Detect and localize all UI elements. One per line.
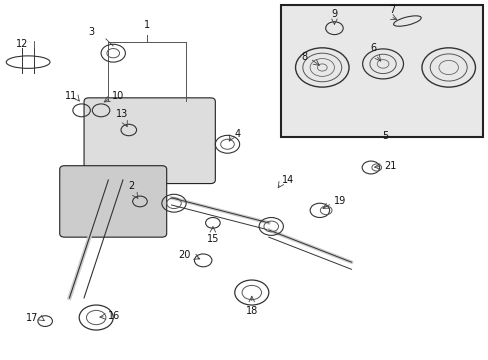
Text: 15: 15 <box>206 234 219 244</box>
Text: 12: 12 <box>16 39 28 49</box>
Text: 19: 19 <box>334 197 346 206</box>
Text: 3: 3 <box>88 27 94 37</box>
FancyBboxPatch shape <box>84 98 215 184</box>
Text: 7: 7 <box>388 5 395 15</box>
Text: 14: 14 <box>282 175 294 185</box>
Text: 1: 1 <box>144 20 150 30</box>
Text: 17: 17 <box>25 312 38 323</box>
Bar <box>281 5 482 137</box>
Text: 4: 4 <box>234 129 241 139</box>
Text: 9: 9 <box>331 9 337 18</box>
Text: 11: 11 <box>64 91 77 101</box>
Text: 16: 16 <box>108 311 121 321</box>
Text: 8: 8 <box>301 53 307 63</box>
Text: 20: 20 <box>178 250 191 260</box>
Text: 5: 5 <box>382 131 388 141</box>
Text: 10: 10 <box>112 91 124 101</box>
Text: 6: 6 <box>369 43 376 53</box>
Text: 21: 21 <box>383 161 396 171</box>
Text: 18: 18 <box>245 306 257 316</box>
Text: 2: 2 <box>128 181 135 191</box>
FancyBboxPatch shape <box>60 166 166 237</box>
Text: 13: 13 <box>116 109 128 119</box>
